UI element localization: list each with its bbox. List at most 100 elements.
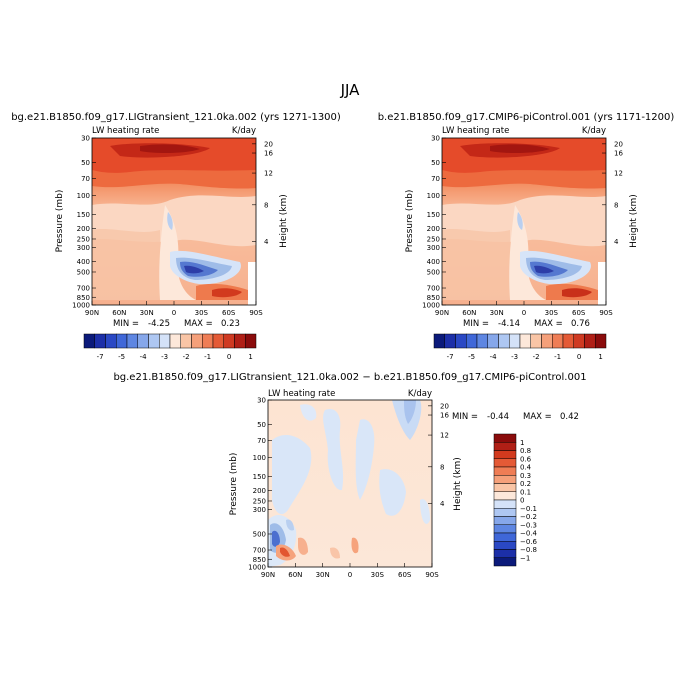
y-tick-label: 850 (253, 556, 266, 564)
colorbar-label: -5 (468, 353, 475, 361)
colorbar-swatch (493, 458, 517, 468)
panel-b-ylabel-right: Height (km) (629, 194, 639, 248)
x-tick-label: 30N (490, 309, 504, 317)
colorbar-swatch (180, 333, 192, 349)
panel-a-ylabel-right: Height (km) (279, 194, 289, 248)
panel-b-colorbar: -7 -5 -4 -3 -2 -1 0 1 (433, 333, 607, 361)
colorbar-label: 0 (577, 353, 581, 361)
x-tick-label: 90N (435, 309, 449, 317)
panel-b-title: b.e21.B1850.f09_g17.CMIP6-piControl.001 … (378, 112, 675, 123)
panel-a-x-axis: 90N 60N 30N 0 30S 60S 90S (85, 301, 263, 317)
colorbar-swatch (493, 433, 517, 443)
height-tick-label: 4 (264, 238, 269, 246)
panel-a-plot-area (91, 137, 257, 306)
panel-b-max-value: 0.76 (571, 319, 590, 329)
y-tick-label: 200 (427, 225, 440, 233)
colorbar-swatch (493, 466, 517, 476)
x-tick-label: 60N (462, 309, 476, 317)
colorbar-swatch (493, 508, 517, 517)
panel-diff-max-label: MAX = (523, 412, 552, 422)
colorbar-label: -3 (161, 353, 168, 361)
y-tick-label: 700 (253, 547, 266, 555)
colorbar-label: 0.4 (520, 464, 532, 472)
colorbar-swatch (202, 333, 214, 349)
colorbar-swatch (487, 333, 499, 349)
colorbar-swatch (573, 333, 585, 349)
x-tick-label: 90S (599, 309, 613, 317)
y-tick-label: 250 (77, 235, 90, 243)
colorbar-swatch (541, 333, 553, 349)
x-tick-label: 60S (572, 309, 586, 317)
height-tick-label: 16 (440, 412, 449, 420)
colorbar-swatch (493, 516, 517, 525)
y-tick-label: 400 (77, 258, 90, 266)
height-tick-label: 4 (614, 238, 619, 246)
panel-diff-x-axis: 90N 60N 30N 0 30S 60S 90S (261, 563, 439, 579)
y-tick-label: 1000 (248, 564, 266, 572)
colorbar-swatch (223, 333, 235, 349)
panel-b: b.e21.B1850.f09_g17.CMIP6-piControl.001 … (378, 112, 675, 361)
colorbar-swatch (493, 557, 517, 567)
panel-a-max-label: MAX = (184, 319, 213, 329)
height-tick-label: 8 (440, 463, 444, 471)
y-tick-label: 200 (77, 225, 90, 233)
y-tick-label: 500 (77, 268, 90, 276)
colorbar-swatch (493, 475, 517, 484)
colorbar-label: 1 (520, 439, 524, 447)
panel-a-min-value: -4.25 (148, 319, 170, 329)
colorbar-swatch (455, 333, 467, 349)
height-tick-label: 20 (264, 140, 273, 148)
colorbar-swatch (148, 333, 160, 349)
height-ticks: 4 8 12 16 20 (252, 140, 273, 246)
y-tick-label: 850 (77, 294, 90, 302)
colorbar-swatch (191, 333, 203, 349)
colorbar-swatch (444, 333, 456, 349)
x-tick-label: 60N (288, 571, 302, 579)
y-tick-label: 500 (427, 268, 440, 276)
colorbar-label: -1 (204, 353, 211, 361)
height-tick-label: 16 (264, 150, 273, 158)
height-tick-label: 20 (614, 140, 623, 148)
panel-diff-max-value: 0.42 (560, 412, 579, 422)
height-tick-label: 16 (614, 150, 623, 158)
colorbar-swatch (493, 491, 517, 501)
y-tick-label: 250 (253, 497, 266, 505)
colorbar-swatch (498, 333, 510, 349)
colorbar-swatch (493, 524, 517, 534)
x-tick-label: 90S (249, 309, 263, 317)
height-tick-label: 8 (264, 201, 268, 209)
y-tick-label: 30 (431, 135, 440, 143)
panel-b-min-label: MIN = (463, 319, 489, 329)
y-tick-label: 250 (427, 235, 440, 243)
colorbar-label: 0.8 (520, 447, 531, 455)
y-tick-label: 200 (253, 487, 266, 495)
y-tick-label: 70 (257, 437, 266, 445)
colorbar-label: −1 (520, 554, 530, 562)
y-tick-label: 1000 (422, 302, 440, 310)
colorbar-label: 0 (520, 497, 524, 505)
panel-a-y-axis: Pressure (mb) 10008507005004003002502001… (55, 135, 96, 310)
y-tick-label: 50 (81, 159, 90, 167)
colorbar-swatch (530, 333, 542, 349)
colorbar-label: -2 (183, 353, 190, 361)
x-tick-label: 60S (398, 571, 412, 579)
colorbar-swatch (137, 333, 149, 349)
colorbar-swatch (493, 442, 517, 451)
x-tick-label: 90N (85, 309, 99, 317)
panel-diff-y-axis: Pressure (mb) 10008507005003002502001501… (229, 397, 272, 572)
panel-a-ylabel: Pressure (mb) (55, 190, 65, 253)
panel-b-height-axis: Height (km) 4 8 12 16 20 (602, 140, 639, 248)
x-tick-label: 30S (195, 309, 209, 317)
y-tick-label: 500 (253, 530, 266, 538)
colorbar-swatch (493, 549, 517, 558)
x-tick-label: 0 (522, 309, 526, 317)
colorbar-label: 0.6 (520, 455, 532, 463)
colorbar-swatch (94, 333, 106, 349)
y-tick-label: 100 (253, 454, 266, 462)
panel-b-min-value: -4.14 (498, 319, 520, 329)
colorbar-swatch (234, 333, 246, 349)
y-tick-label: 850 (427, 294, 440, 302)
panel-a-min-label: MIN = (113, 319, 139, 329)
